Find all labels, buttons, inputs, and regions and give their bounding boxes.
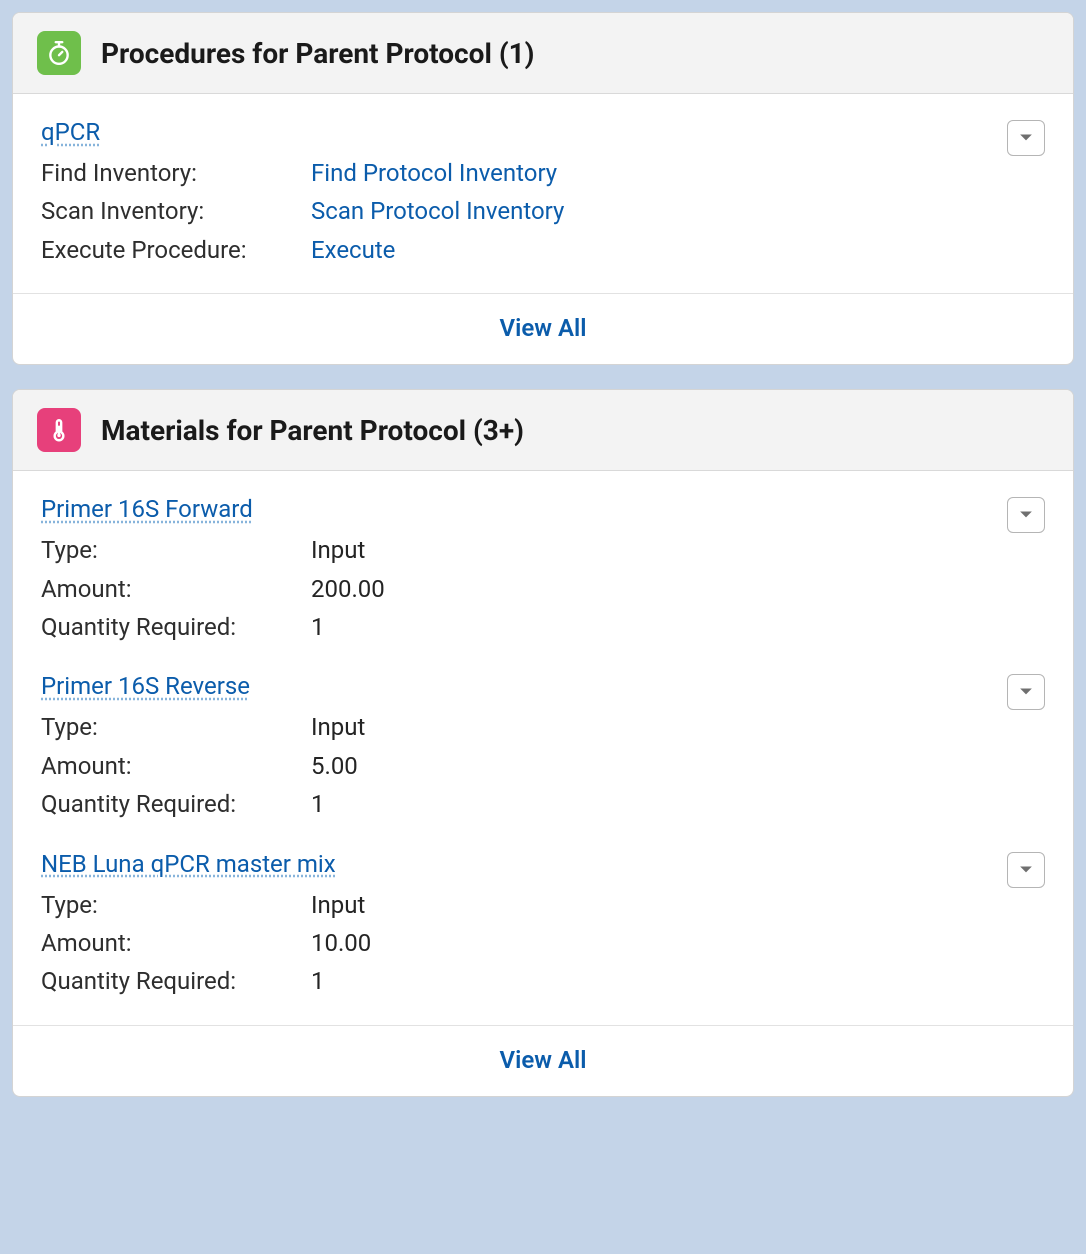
- procedure-item: qPCR Find Inventory: Find Protocol Inven…: [41, 118, 1045, 269]
- kv-row: Execute Procedure: Execute: [41, 231, 1045, 269]
- material-actions-dropdown[interactable]: [1007, 497, 1045, 533]
- material-link[interactable]: NEB Luna qPCR master mix: [41, 850, 336, 878]
- scan-inventory-link[interactable]: Scan Protocol Inventory: [311, 192, 564, 230]
- material-item: Primer 16S Reverse Type: Input Amount: 5…: [41, 672, 1045, 823]
- chevron-down-icon: [1019, 865, 1033, 875]
- kv-label: Amount:: [41, 747, 311, 785]
- execute-link[interactable]: Execute: [311, 231, 395, 269]
- kv-value: 200.00: [311, 570, 385, 608]
- material-link[interactable]: Primer 16S Forward: [41, 495, 253, 523]
- material-link[interactable]: Primer 16S Reverse: [41, 672, 250, 700]
- procedure-link[interactable]: qPCR: [41, 118, 100, 146]
- kv-value: 1: [311, 785, 325, 823]
- materials-card-header: Materials for Parent Protocol (3+): [13, 390, 1073, 471]
- kv-label: Type:: [41, 531, 311, 569]
- procedure-actions-dropdown[interactable]: [1007, 120, 1045, 156]
- material-actions-dropdown[interactable]: [1007, 852, 1045, 888]
- kv-row: Type: Input: [41, 708, 1045, 746]
- kv-row: Scan Inventory: Scan Protocol Inventory: [41, 192, 1045, 230]
- kv-row: Amount: 10.00: [41, 924, 1045, 962]
- find-inventory-link[interactable]: Find Protocol Inventory: [311, 154, 557, 192]
- kv-label: Amount:: [41, 570, 311, 608]
- stopwatch-icon: [37, 31, 81, 75]
- kv-value: Input: [311, 531, 365, 569]
- kv-row: Amount: 200.00: [41, 570, 1045, 608]
- kv-row: Quantity Required: 1: [41, 785, 1045, 823]
- kv-row: Type: Input: [41, 531, 1045, 569]
- kv-value: Input: [311, 708, 365, 746]
- thermometer-icon: [37, 408, 81, 452]
- chevron-down-icon: [1019, 510, 1033, 520]
- kv-value: Input: [311, 886, 365, 924]
- kv-label: Type:: [41, 708, 311, 746]
- kv-value: 10.00: [311, 924, 371, 962]
- procedures-title: Procedures for Parent Protocol (1): [101, 37, 535, 70]
- chevron-down-icon: [1019, 133, 1033, 143]
- kv-value: 1: [311, 608, 325, 646]
- kv-label: Quantity Required:: [41, 962, 311, 1000]
- materials-view-all-link[interactable]: View All: [500, 1046, 587, 1074]
- kv-row: Type: Input: [41, 886, 1045, 924]
- kv-value: 5.00: [311, 747, 358, 785]
- kv-label: Amount:: [41, 924, 311, 962]
- material-actions-dropdown[interactable]: [1007, 674, 1045, 710]
- kv-label: Find Inventory:: [41, 154, 311, 192]
- kv-label: Quantity Required:: [41, 608, 311, 646]
- kv-row: Quantity Required: 1: [41, 608, 1045, 646]
- material-item: Primer 16S Forward Type: Input Amount: 2…: [41, 495, 1045, 646]
- chevron-down-icon: [1019, 687, 1033, 697]
- kv-label: Execute Procedure:: [41, 231, 311, 269]
- kv-row: Amount: 5.00: [41, 747, 1045, 785]
- kv-row: Quantity Required: 1: [41, 962, 1045, 1000]
- materials-card-footer: View All: [13, 1026, 1073, 1096]
- procedures-view-all-link[interactable]: View All: [500, 314, 587, 342]
- procedures-card-header: Procedures for Parent Protocol (1): [13, 13, 1073, 94]
- kv-row: Find Inventory: Find Protocol Inventory: [41, 154, 1045, 192]
- materials-card-body: Primer 16S Forward Type: Input Amount: 2…: [13, 471, 1073, 1026]
- kv-label: Quantity Required:: [41, 785, 311, 823]
- material-item: NEB Luna qPCR master mix Type: Input Amo…: [41, 850, 1045, 1001]
- procedures-card-body: qPCR Find Inventory: Find Protocol Inven…: [13, 94, 1073, 294]
- materials-title: Materials for Parent Protocol (3+): [101, 414, 524, 447]
- materials-card: Materials for Parent Protocol (3+) Prime…: [12, 389, 1074, 1097]
- kv-label: Type:: [41, 886, 311, 924]
- kv-value: 1: [311, 962, 325, 1000]
- procedures-card: Procedures for Parent Protocol (1) qPCR …: [12, 12, 1074, 365]
- procedures-card-footer: View All: [13, 294, 1073, 364]
- kv-label: Scan Inventory:: [41, 192, 311, 230]
